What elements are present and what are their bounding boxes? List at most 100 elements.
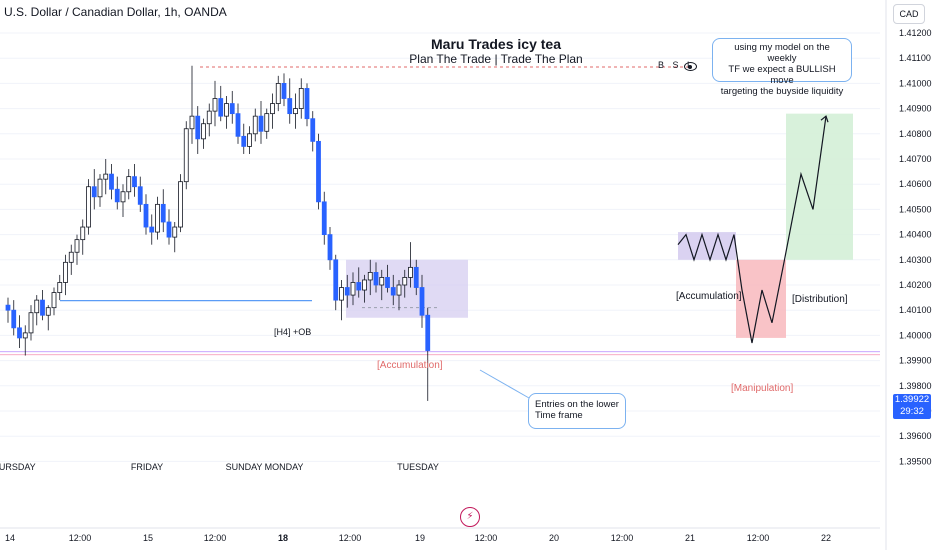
entry-callout-pointer (479, 369, 530, 399)
candle (344, 274, 350, 308)
y-tick-label: 1.40500 (899, 204, 932, 214)
candle (137, 176, 143, 212)
candle-body (45, 307, 51, 316)
candle (155, 196, 160, 240)
candle (327, 227, 333, 270)
y-tick-label: 1.40600 (899, 179, 932, 189)
distribution-label: [Distribution] (792, 294, 848, 305)
entry-callout-line: Entries on the lower (535, 399, 619, 410)
candle-body (57, 282, 63, 293)
candle (385, 264, 390, 293)
candle (413, 259, 419, 296)
candle-body (258, 115, 264, 132)
y-tick-label: 1.39800 (899, 381, 932, 391)
accumulation-zone-model (678, 232, 736, 260)
candle-body (97, 178, 103, 198)
symbol-title[interactable]: U.S. Dollar / Canadian Dollar, 1h, OANDA (4, 5, 227, 19)
candle (63, 254, 68, 296)
candle (109, 164, 114, 200)
candle-body (310, 118, 316, 142)
x-axis[interactable]: 14 12:00 15 12:00 18 12:00 19 12:00 20 12:00 21 12:… (0, 462, 880, 543)
candle (258, 101, 264, 144)
candle (172, 222, 178, 253)
y-tick-label: 1.41000 (899, 78, 932, 88)
candle-body (425, 314, 431, 351)
candle (310, 111, 316, 152)
x-tick-label: 22 (821, 533, 831, 543)
candle-body (34, 299, 40, 314)
candle (195, 106, 201, 154)
candle (241, 123, 247, 154)
x-tick-label: 12:00 (69, 533, 92, 543)
entry-callout[interactable]: Entries on the lower Time frame (528, 393, 626, 429)
candle-body (195, 115, 201, 140)
candle-body (413, 266, 419, 288)
candle-body (201, 123, 206, 140)
candle-body (396, 284, 402, 296)
candle-body (229, 103, 235, 115)
candle-body (51, 292, 57, 309)
candle (97, 174, 103, 207)
x-tick-label: 18 (278, 533, 288, 543)
candle-body (172, 226, 178, 238)
candle-body (356, 282, 362, 291)
candle-body (321, 201, 327, 235)
candle (45, 305, 51, 331)
candle-body (339, 287, 344, 301)
candle-body (385, 277, 390, 288)
y-tick-label: 1.39500 (899, 456, 932, 466)
y-tick-label: 1.40800 (899, 129, 932, 139)
candle-body (327, 234, 333, 261)
y-tick-label: 1.40400 (899, 230, 932, 240)
x-tick-label: 12:00 (339, 533, 362, 543)
candle (132, 164, 137, 197)
candle-body (333, 259, 339, 301)
candle-body (143, 203, 149, 228)
candle (120, 184, 126, 217)
session-label: TUESDAY (397, 462, 439, 472)
tradingview-logo-icon[interactable]: ⚡ (460, 507, 480, 527)
candle-body (298, 88, 304, 110)
model-polyline (677, 116, 827, 344)
candle-body (287, 98, 293, 115)
candle (212, 80, 218, 127)
candle-body (74, 239, 80, 253)
candle-body (206, 110, 212, 125)
y-tick-label: 1.40200 (899, 280, 932, 290)
candle (114, 176, 120, 210)
candle-body (103, 173, 109, 180)
ob-label: [H4] +OB (274, 327, 312, 337)
candle-body (86, 186, 91, 228)
session-label: SUNDAY (226, 462, 263, 472)
y-tick-label: 1.41200 (899, 28, 932, 38)
candle-body (80, 226, 86, 241)
candle-body (189, 115, 195, 130)
candle (235, 103, 241, 144)
candle (356, 267, 362, 298)
y-tick-label: 1.39600 (899, 431, 932, 441)
candle-body (114, 188, 120, 203)
candle (5, 297, 11, 323)
distribution-zone (786, 113, 853, 260)
candle (339, 279, 344, 321)
candle (40, 290, 45, 321)
candle (126, 169, 132, 200)
candle (252, 108, 258, 142)
candle-body (91, 186, 97, 198)
candle-body (293, 108, 298, 115)
candle (183, 121, 189, 190)
candle-body (270, 103, 275, 115)
eye-icon[interactable] (684, 62, 697, 71)
candle (224, 96, 229, 129)
session-label: MONDAY (265, 462, 304, 472)
candle (57, 274, 63, 301)
top-callout[interactable]: using my model on the weekly TF we expec… (712, 38, 852, 97)
candle-body (252, 115, 258, 135)
candle (103, 159, 109, 195)
y-axis[interactable]: 1.41200 1.41100 1.41000 1.40900 1.40800 1.407… (885, 0, 932, 550)
candle (28, 305, 34, 341)
candle (218, 85, 224, 122)
x-tick-label: 12:00 (204, 533, 227, 543)
currency-button[interactable]: CAD (893, 4, 925, 24)
